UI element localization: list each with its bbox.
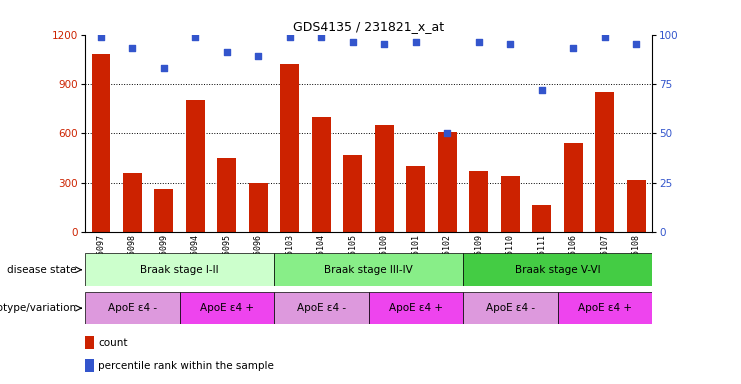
Point [568, 45, 579, 51]
Bar [85, 292, 179, 324]
Bar [154, 189, 173, 232]
Bar [249, 183, 268, 232]
Bar [627, 180, 646, 232]
Bar [375, 125, 393, 232]
Point [379, 41, 391, 48]
Bar [557, 292, 652, 324]
Point [127, 45, 139, 51]
Bar [123, 173, 142, 232]
Point [284, 33, 296, 40]
Text: genotype/variation: genotype/variation [0, 303, 77, 313]
Bar [369, 292, 463, 324]
Point [253, 53, 265, 60]
Bar [92, 55, 110, 232]
Bar [312, 117, 330, 232]
Bar [344, 155, 362, 232]
Text: count: count [98, 338, 127, 348]
Bar [85, 359, 93, 372]
Text: ApoE ε4 +: ApoE ε4 + [200, 303, 254, 313]
Point [316, 33, 328, 40]
Point [190, 33, 202, 40]
Bar [274, 253, 463, 286]
Bar [532, 205, 551, 232]
Bar [85, 253, 274, 286]
Bar [218, 158, 236, 232]
Point [347, 40, 359, 46]
Text: ApoE ε4 -: ApoE ε4 - [108, 303, 157, 313]
Bar [463, 292, 557, 324]
Point [95, 33, 107, 40]
Bar [280, 64, 299, 232]
Point [410, 40, 422, 46]
Bar [85, 336, 93, 349]
Point [221, 49, 233, 55]
Bar [564, 143, 582, 232]
Text: Braak stage V-VI: Braak stage V-VI [515, 265, 600, 275]
Text: ApoE ε4 -: ApoE ε4 - [486, 303, 535, 313]
Point [473, 40, 485, 46]
Point [442, 131, 453, 137]
Text: Braak stage III-IV: Braak stage III-IV [325, 265, 413, 275]
Point [505, 41, 516, 48]
Text: ApoE ε4 +: ApoE ε4 + [578, 303, 632, 313]
Bar [595, 92, 614, 232]
Point [158, 65, 170, 71]
Text: percentile rank within the sample: percentile rank within the sample [98, 361, 274, 371]
Text: Braak stage I-II: Braak stage I-II [140, 265, 219, 275]
Bar [501, 176, 520, 232]
Text: ApoE ε4 +: ApoE ε4 + [389, 303, 443, 313]
Bar [463, 253, 652, 286]
Bar [406, 166, 425, 232]
Bar [438, 132, 456, 232]
Bar [186, 101, 205, 232]
Point [631, 41, 642, 48]
Title: GDS4135 / 231821_x_at: GDS4135 / 231821_x_at [293, 20, 444, 33]
Point [536, 87, 548, 93]
Bar [274, 292, 368, 324]
Text: disease state: disease state [7, 265, 77, 275]
Point [599, 33, 611, 40]
Bar [470, 171, 488, 232]
Bar [179, 292, 274, 324]
Text: ApoE ε4 -: ApoE ε4 - [297, 303, 346, 313]
